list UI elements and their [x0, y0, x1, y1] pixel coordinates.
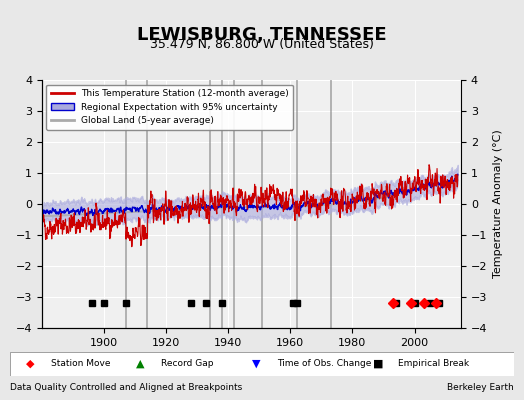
Text: LEWISBURG, TENNESSEE: LEWISBURG, TENNESSEE — [137, 26, 387, 44]
Y-axis label: Temperature Anomaly (°C): Temperature Anomaly (°C) — [493, 130, 503, 278]
Text: Station Move: Station Move — [51, 360, 110, 368]
FancyBboxPatch shape — [10, 352, 514, 376]
Text: ■: ■ — [373, 359, 383, 369]
Text: ▼: ▼ — [252, 359, 260, 369]
Text: Record Gap: Record Gap — [161, 360, 214, 368]
Text: Berkeley Earth: Berkeley Earth — [447, 383, 514, 392]
Text: Empirical Break: Empirical Break — [398, 360, 469, 368]
Text: Time of Obs. Change: Time of Obs. Change — [277, 360, 372, 368]
Text: ◆: ◆ — [26, 359, 34, 369]
Text: 35.479 N, 86.800 W (United States): 35.479 N, 86.800 W (United States) — [150, 38, 374, 51]
Legend: This Temperature Station (12-month average), Regional Expectation with 95% uncer: This Temperature Station (12-month avera… — [47, 84, 293, 130]
Text: ▲: ▲ — [136, 359, 145, 369]
Text: Data Quality Controlled and Aligned at Breakpoints: Data Quality Controlled and Aligned at B… — [10, 383, 243, 392]
